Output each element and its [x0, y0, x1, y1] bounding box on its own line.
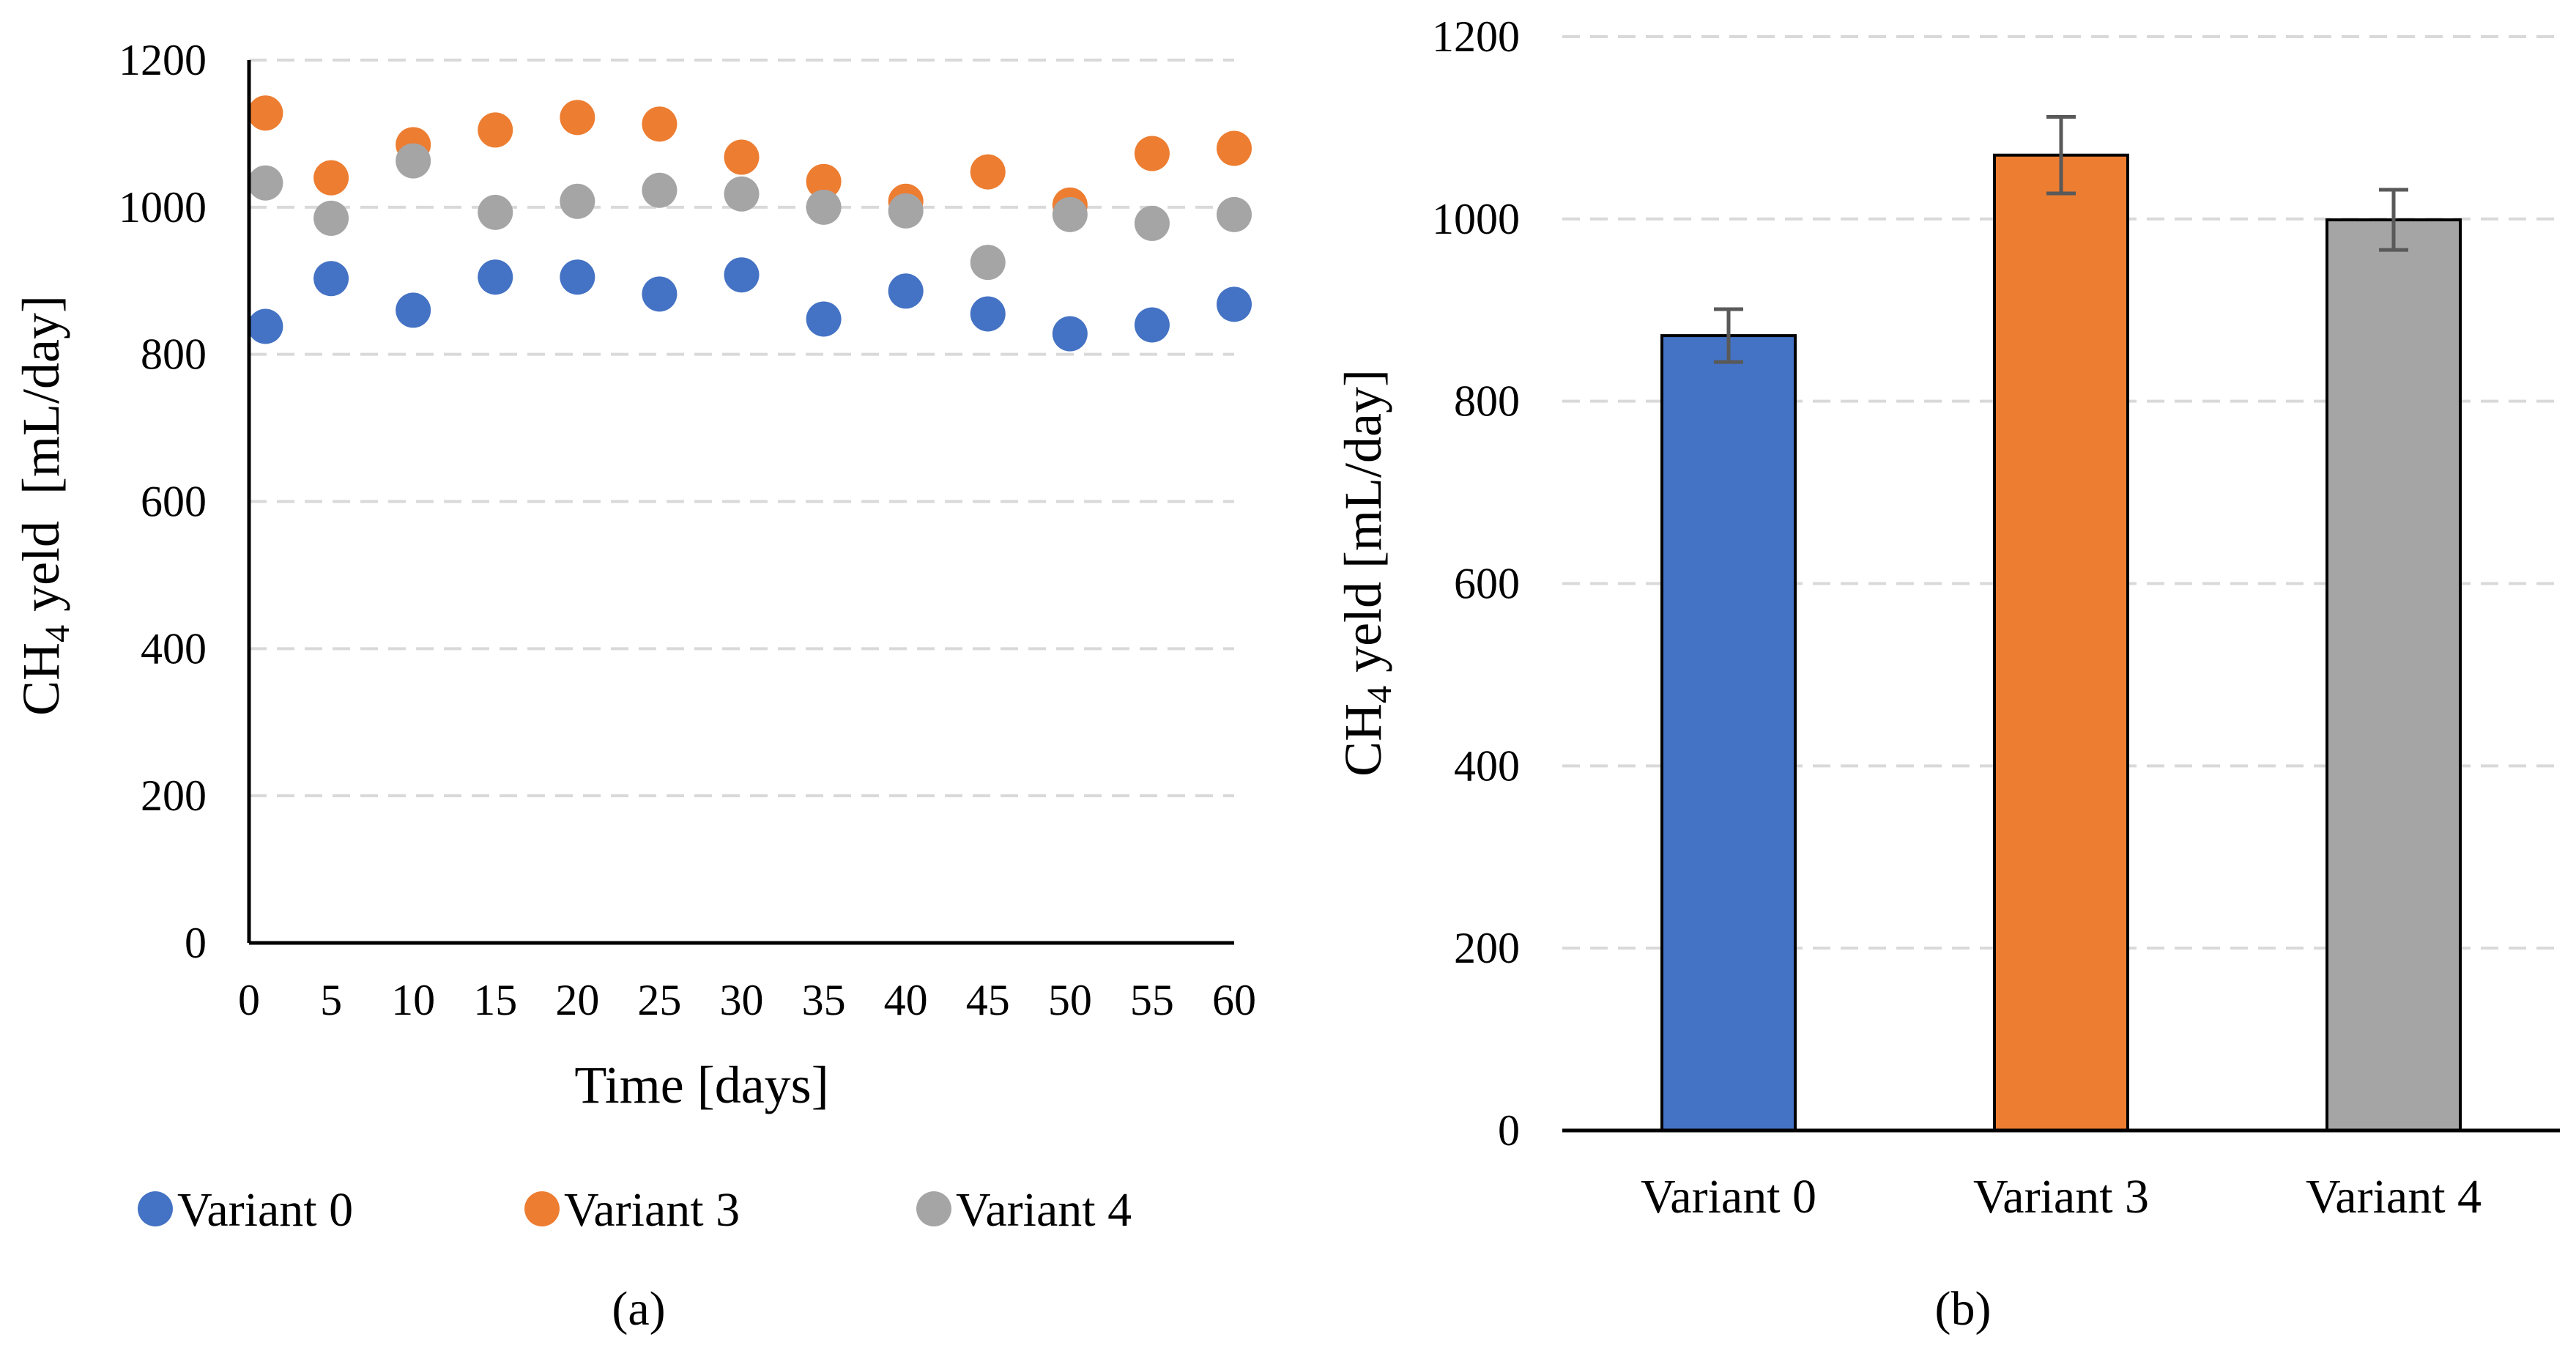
- data-point-variant-2: [888, 193, 924, 229]
- data-point-variant-2: [478, 194, 513, 230]
- legend-marker: [138, 1191, 173, 1226]
- data-point-variant-0: [724, 257, 760, 293]
- scatter-chart-panel-a: 0 200 400 600 800 1000 1200 0 5 10 15 20 25 30 35 40 45…: [12, 36, 1256, 1336]
- y-tick-label: 600: [141, 478, 207, 526]
- category-label: Variant 4: [2306, 1170, 2482, 1224]
- y-tick-label: 1200: [1432, 12, 1520, 61]
- y-tick-label: 1000: [119, 183, 207, 232]
- error-bar: [1714, 307, 1743, 364]
- y-tick-label: 1000: [1432, 195, 1520, 243]
- y-tick-label: 0: [185, 919, 207, 967]
- data-point-variant-2: [642, 172, 678, 208]
- bar-y-tick-labels: 0 200 400 600 800 1000 1200: [1432, 12, 1520, 1155]
- y-tick-label: 200: [141, 771, 207, 820]
- bar-variant-3: [1993, 153, 2129, 1132]
- data-point-variant-1: [1217, 130, 1252, 166]
- x-tick-label: 60: [1212, 976, 1256, 1024]
- data-point-variant-0: [313, 261, 349, 297]
- x-tick-label: 55: [1130, 976, 1174, 1024]
- x-tick-label: 20: [555, 976, 599, 1024]
- data-point-variant-1: [313, 160, 349, 196]
- data-point-variant-2: [1134, 205, 1170, 241]
- scatter-y-axis-title: CH4 yeld [mL/day]: [12, 295, 77, 716]
- x-tick-label: 45: [966, 976, 1010, 1024]
- bars: [1660, 114, 2462, 1132]
- data-point-variant-0: [560, 259, 595, 295]
- x-tick-label: 0: [238, 976, 260, 1024]
- x-tick-label: 50: [1048, 976, 1092, 1024]
- data-point-variant-2: [970, 245, 1006, 281]
- category-label: Variant 3: [1973, 1170, 2149, 1224]
- bar-variant-4: [2326, 218, 2462, 1132]
- scatter-y-tick-labels: 0 200 400 600 800 1000 1200: [119, 36, 207, 967]
- y-tick-label: 200: [1454, 924, 1520, 972]
- y-tick-label: 800: [141, 330, 207, 379]
- data-point-variant-1: [248, 95, 283, 131]
- bar-y-axis-title: CH4 yeld [mL/day]: [1334, 369, 1399, 777]
- panel-label-b: (b): [1935, 1282, 1992, 1336]
- data-point-variant-0: [248, 308, 283, 344]
- x-tick-label: 35: [802, 976, 846, 1024]
- scatter-x-tick-labels: 0 5 10 15 20 25 30 35 40 45 50 55 60: [238, 976, 1256, 1024]
- x-tick-label: 25: [637, 976, 681, 1024]
- legend-marker: [524, 1191, 560, 1226]
- data-point-variant-2: [1052, 196, 1088, 232]
- data-point-variant-1: [478, 112, 513, 148]
- y-tick-label: 400: [1454, 741, 1520, 790]
- data-point-variant-0: [888, 273, 924, 309]
- data-point-variant-0: [1052, 316, 1088, 352]
- x-tick-label: 15: [473, 976, 517, 1024]
- scatter-legend: Variant 0 Variant 3 Variant 4: [138, 1183, 1132, 1237]
- data-point-variant-0: [396, 292, 431, 328]
- x-tick-label: 40: [884, 976, 928, 1024]
- data-point-variant-2: [396, 143, 431, 179]
- data-point-variant-0: [1134, 307, 1170, 343]
- data-point-variant-1: [724, 139, 760, 175]
- x-tick-label: 10: [391, 976, 435, 1024]
- data-point-variant-2: [724, 176, 760, 212]
- legend-label: Variant 4: [956, 1183, 1132, 1237]
- bar-variant-0: [1660, 334, 1797, 1132]
- data-point-variant-1: [1134, 136, 1170, 171]
- data-point-variant-2: [806, 189, 842, 225]
- data-point-variant-0: [642, 276, 678, 312]
- y-tick-label: 1200: [119, 36, 207, 84]
- panel-label-a-text: (a): [612, 1282, 665, 1336]
- x-tick-label: 5: [320, 976, 342, 1024]
- y-tick-label: 800: [1454, 377, 1520, 426]
- y-tick-label: 600: [1454, 560, 1520, 608]
- data-point-variant-2: [1217, 196, 1252, 232]
- data-point-variant-1: [806, 163, 842, 199]
- data-point-variant-2: [560, 183, 595, 219]
- error-bar: [2046, 114, 2076, 196]
- data-point-variant-0: [806, 301, 842, 337]
- x-tick-label: 30: [720, 976, 764, 1024]
- legend-label: Variant 0: [177, 1183, 353, 1237]
- y-tick-label: 0: [1498, 1106, 1520, 1155]
- y-tick-label: 400: [141, 624, 207, 673]
- data-point-variant-2: [248, 165, 283, 201]
- legend-label: Variant 3: [564, 1183, 740, 1237]
- bar-chart-panel-b: 0 200 400 600 800 1000 1200 Variant 0 Variant 3…: [1334, 12, 2560, 1336]
- category-label: Variant 0: [1641, 1170, 1816, 1224]
- legend-marker: [916, 1191, 951, 1226]
- error-bar: [2379, 188, 2408, 252]
- bar-category-labels: Variant 0 Variant 3 Variant 4: [1641, 1170, 2482, 1224]
- panel-label-a: (a): [612, 1282, 665, 1336]
- data-point-variant-2: [313, 200, 349, 236]
- scatter-points: [248, 95, 1252, 352]
- data-point-variant-0: [1217, 286, 1252, 322]
- scatter-x-axis-title: Time [days]: [574, 1056, 828, 1114]
- data-point-variant-1: [642, 106, 678, 142]
- data-point-variant-0: [970, 296, 1006, 332]
- data-point-variant-1: [970, 154, 1006, 190]
- data-point-variant-0: [478, 259, 513, 295]
- data-point-variant-1: [560, 100, 595, 136]
